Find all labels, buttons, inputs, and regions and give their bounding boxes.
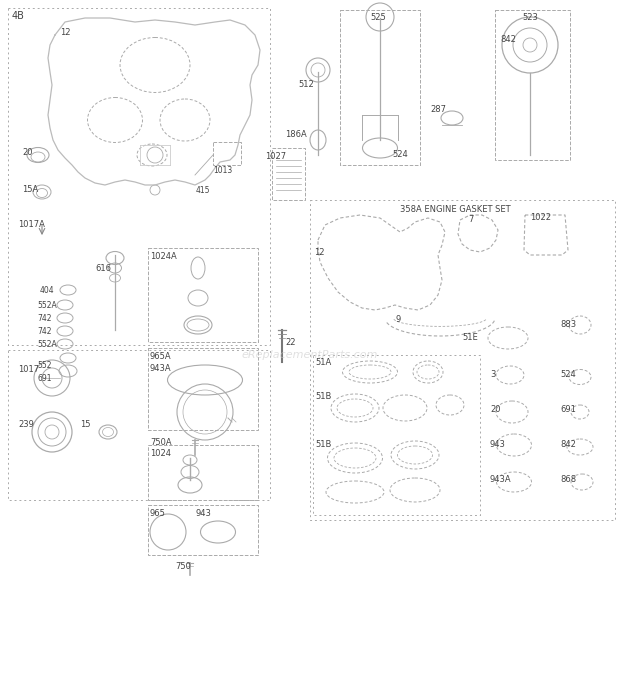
Text: 1017: 1017 xyxy=(18,365,39,374)
Text: 842: 842 xyxy=(500,35,516,44)
Text: eReplacementParts.com: eReplacementParts.com xyxy=(242,350,378,360)
Text: 15: 15 xyxy=(80,420,91,429)
Text: 12: 12 xyxy=(314,248,324,257)
Text: 1027: 1027 xyxy=(265,152,286,161)
Text: 691: 691 xyxy=(37,374,51,383)
Text: 51B: 51B xyxy=(315,392,331,401)
Bar xyxy=(272,148,305,200)
Text: 965A: 965A xyxy=(150,352,172,361)
Text: 1022: 1022 xyxy=(530,213,551,222)
Text: 239: 239 xyxy=(18,420,34,429)
Text: 20: 20 xyxy=(490,405,500,414)
Text: 358A ENGINE GASKET SET: 358A ENGINE GASKET SET xyxy=(400,205,511,214)
Bar xyxy=(313,355,480,515)
Text: 750: 750 xyxy=(175,562,191,571)
Text: 415: 415 xyxy=(196,186,211,195)
Bar xyxy=(8,350,270,500)
Text: 552A: 552A xyxy=(37,340,57,349)
Text: 552A: 552A xyxy=(37,301,57,310)
Bar xyxy=(213,142,241,165)
Text: 842: 842 xyxy=(560,440,576,449)
Text: 22: 22 xyxy=(285,338,296,347)
Text: 524: 524 xyxy=(392,150,408,159)
Bar xyxy=(148,445,258,500)
Bar xyxy=(495,10,570,160)
Text: 15A: 15A xyxy=(22,185,38,194)
Text: 3: 3 xyxy=(490,370,495,379)
Text: 1024: 1024 xyxy=(150,449,171,458)
Bar xyxy=(310,200,615,520)
Text: 943: 943 xyxy=(195,509,211,518)
Text: 742: 742 xyxy=(37,314,51,323)
Text: 742: 742 xyxy=(37,327,51,336)
Text: 943A: 943A xyxy=(150,364,172,373)
Bar xyxy=(8,8,270,345)
Text: 4B: 4B xyxy=(12,11,25,21)
Text: 404: 404 xyxy=(40,286,55,295)
Text: 186A: 186A xyxy=(285,130,307,139)
Text: 287: 287 xyxy=(430,105,446,114)
Text: 51B: 51B xyxy=(315,440,331,449)
Text: 1017A: 1017A xyxy=(18,220,45,229)
Bar xyxy=(148,348,258,430)
Text: 524: 524 xyxy=(560,370,576,379)
Text: 525: 525 xyxy=(370,13,386,22)
Text: 552: 552 xyxy=(37,361,51,370)
Text: 1024A: 1024A xyxy=(150,252,177,261)
Text: 943: 943 xyxy=(490,440,506,449)
Bar xyxy=(340,10,420,165)
Text: 1013: 1013 xyxy=(213,166,232,175)
Text: 691: 691 xyxy=(560,405,576,414)
Text: 883: 883 xyxy=(560,320,576,329)
Text: 7: 7 xyxy=(468,215,474,224)
Text: 868: 868 xyxy=(560,475,576,484)
Text: 616: 616 xyxy=(95,264,111,273)
Bar xyxy=(148,248,258,342)
Text: 943A: 943A xyxy=(490,475,511,484)
Text: 20: 20 xyxy=(22,148,32,157)
Text: 523: 523 xyxy=(522,13,538,22)
Text: 12: 12 xyxy=(60,28,71,37)
Text: 965: 965 xyxy=(150,509,166,518)
Text: 512: 512 xyxy=(298,80,314,89)
Text: 750A: 750A xyxy=(150,438,172,447)
Text: 9: 9 xyxy=(395,315,401,324)
Text: 51E: 51E xyxy=(462,333,478,342)
Bar xyxy=(148,505,258,555)
Text: 51A: 51A xyxy=(315,358,331,367)
